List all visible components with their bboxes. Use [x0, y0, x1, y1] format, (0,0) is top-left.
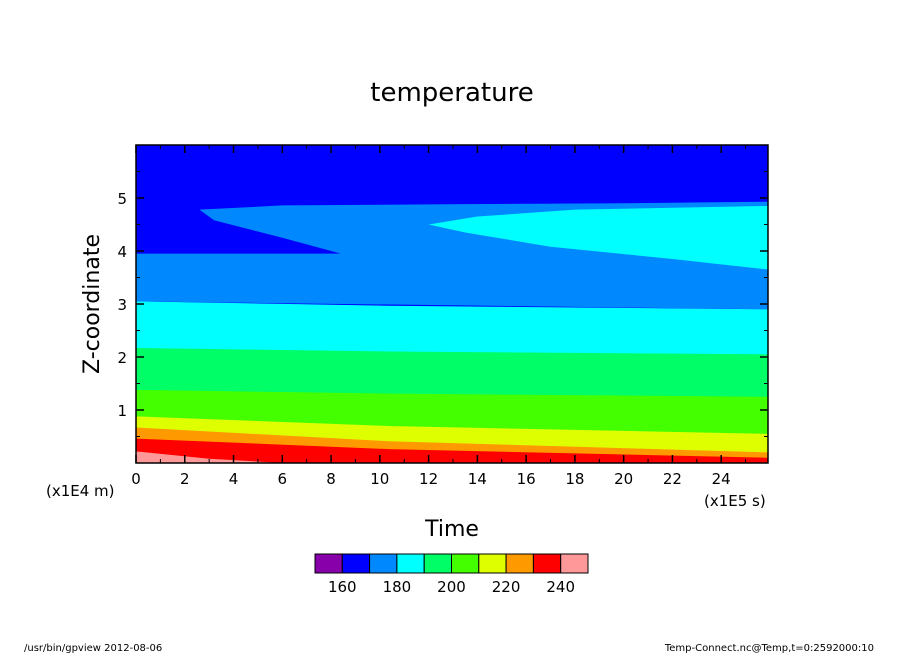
y-tick-label: 1 [117, 402, 127, 420]
y-tick-label: 2 [117, 349, 127, 367]
x-tick-label: 8 [326, 470, 336, 488]
x-tick-label: 14 [468, 470, 487, 488]
colorbar-swatch [560, 553, 589, 574]
colorbar-tick-label: 200 [437, 578, 466, 596]
x-unit-label: (x1E5 s) [704, 492, 766, 510]
colorbar-swatch [369, 553, 398, 574]
x-tick-label: 24 [712, 470, 731, 488]
contour-region-cyan-tongue [428, 205, 768, 270]
colorbar-swatch [478, 553, 507, 574]
colorbar-swatch [451, 553, 480, 574]
colorbar-swatch [314, 553, 343, 574]
x-tick-label: 2 [180, 470, 190, 488]
colorbar: 160 180 200 220 240 [314, 553, 589, 596]
colorbar-tick-label: 240 [546, 578, 575, 596]
footer-right: Temp-Connect.nc@Temp,t=0:2592000:10 [664, 643, 874, 654]
x-tick-label: 12 [419, 470, 438, 488]
contour-band-240 [136, 451, 283, 463]
x-tick-label: 16 [517, 470, 536, 488]
colorbar-tick-label: 160 [328, 578, 357, 596]
x-tick-label: 0 [131, 470, 141, 488]
colorbar-tick-label: 180 [383, 578, 412, 596]
colorbar-swatch [423, 553, 453, 574]
x-tick-label: 20 [614, 470, 633, 488]
x-tick-label: 6 [278, 470, 288, 488]
x-axis-label: Time [424, 517, 479, 542]
x-tick-label: 10 [370, 470, 389, 488]
y-axis-label: Z-coordinate [80, 234, 105, 374]
x-tick-label: 4 [229, 470, 239, 488]
y-tick-label: 4 [117, 243, 127, 261]
y-unit-label: (x1E4 m) [46, 482, 115, 500]
colorbar-swatch [532, 553, 562, 574]
colorbar-swatch [396, 553, 425, 574]
colorbar-swatch [505, 553, 534, 574]
footer-left: /usr/bin/gpview 2012-08-06 [24, 643, 162, 654]
x-tick-label: 18 [565, 470, 584, 488]
y-tick-label: 3 [117, 296, 127, 314]
contour-band-230 [136, 438, 768, 463]
y-tick-label: 5 [117, 190, 127, 208]
plot-area [136, 145, 768, 463]
colorbar-swatch [341, 553, 371, 574]
chart-title: temperature [370, 78, 533, 108]
x-tick-label: 22 [663, 470, 682, 488]
colorbar-tick-label: 220 [492, 578, 521, 596]
